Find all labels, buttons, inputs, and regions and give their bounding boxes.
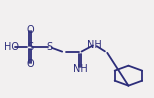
Text: HO: HO — [4, 42, 19, 52]
Text: S: S — [27, 42, 33, 52]
Text: NH: NH — [87, 40, 102, 50]
Text: NH: NH — [73, 64, 87, 74]
Text: O: O — [26, 25, 34, 35]
Text: O: O — [26, 59, 34, 69]
Text: S: S — [47, 42, 53, 52]
